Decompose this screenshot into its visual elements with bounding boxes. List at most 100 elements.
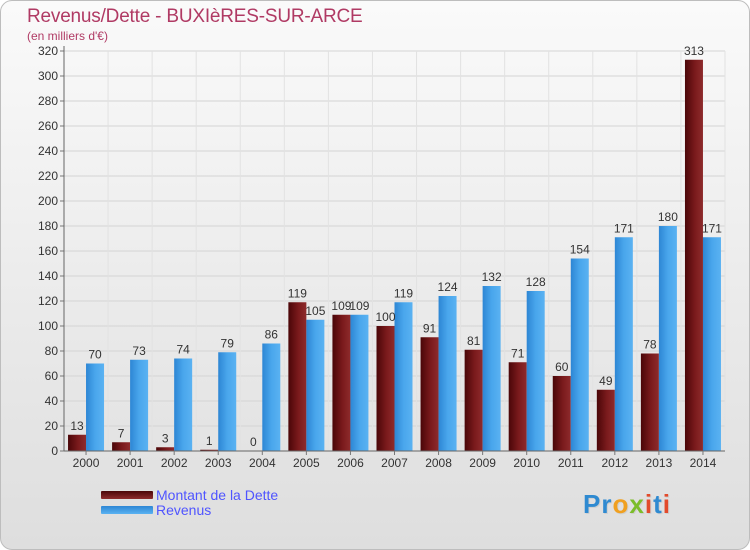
- y-tick-label: 140: [38, 269, 58, 283]
- x-tick-label: 2000: [73, 456, 100, 470]
- bar-dette: [420, 337, 439, 451]
- bar-dette: [112, 442, 131, 451]
- legend-label-revenus: Revenus: [156, 502, 212, 518]
- x-tick-label: 2005: [293, 456, 320, 470]
- y-tick-label: 200: [38, 194, 58, 208]
- data-label-revenus: 70: [88, 348, 102, 362]
- legend-swatch-dette: [101, 491, 153, 499]
- data-label-dette: 313: [684, 44, 704, 58]
- data-label-dette: 119: [288, 286, 307, 300]
- x-tick-label: 2009: [469, 456, 496, 470]
- y-tick-label: 260: [38, 119, 58, 133]
- x-tick-label: 2007: [381, 456, 408, 470]
- data-label-revenus: 180: [658, 210, 678, 224]
- bar-revenus: [350, 314, 369, 451]
- bar-dette: [376, 326, 395, 451]
- bar-revenus: [570, 258, 589, 451]
- logo-letter: i: [662, 489, 671, 519]
- data-label-dette: 91: [423, 321, 437, 335]
- bar-dette: [332, 314, 351, 451]
- y-tick-label: 280: [38, 94, 58, 108]
- bar-dette: [552, 376, 571, 451]
- x-tick-label: 2001: [117, 456, 144, 470]
- y-tick-label: 60: [45, 369, 59, 383]
- data-label-dette: 7: [118, 426, 125, 440]
- bar-dette: [464, 349, 483, 451]
- y-tick-label: 120: [38, 294, 58, 308]
- data-label-dette: 13: [70, 419, 84, 433]
- data-label-revenus: 74: [176, 343, 190, 357]
- bar-revenus: [526, 291, 545, 451]
- x-tick-label: 2003: [205, 456, 232, 470]
- x-tick-label: 2011: [558, 456, 584, 470]
- data-label-revenus: 171: [702, 221, 722, 235]
- data-label-revenus: 86: [265, 328, 279, 342]
- x-tick-label: 2004: [249, 456, 276, 470]
- logo-letter: t: [653, 489, 663, 519]
- bar-revenus: [482, 286, 501, 451]
- y-tick-label: 300: [38, 69, 58, 83]
- data-label-dette: 1: [206, 434, 213, 448]
- y-tick-label: 220: [38, 169, 58, 183]
- logo-letter: r: [601, 489, 613, 519]
- data-label-dette: 100: [375, 310, 395, 324]
- bar-dette: [596, 389, 615, 451]
- bar-revenus: [614, 237, 633, 451]
- x-tick-label: 2012: [601, 456, 628, 470]
- data-label-dette: 3: [162, 431, 169, 445]
- y-tick-label: 240: [38, 144, 58, 158]
- proxiti-logo: Proxiti: [583, 489, 671, 520]
- y-tick-label: 20: [45, 419, 59, 433]
- data-label-revenus: 109: [349, 299, 369, 313]
- x-tick-label: 2013: [646, 456, 673, 470]
- bar-revenus: [306, 319, 325, 451]
- data-label-revenus: 132: [482, 270, 502, 284]
- data-label-dette: 109: [331, 299, 351, 313]
- data-label-dette: 49: [599, 374, 613, 388]
- bar-dette: [200, 449, 219, 451]
- data-label-revenus: 124: [438, 280, 458, 294]
- y-tick-label: 80: [45, 344, 59, 358]
- x-tick-label: 2002: [161, 456, 188, 470]
- bar-dette: [508, 362, 527, 451]
- data-label-dette: 81: [467, 334, 481, 348]
- logo-letter: o: [612, 489, 630, 519]
- y-tick-label: 100: [38, 319, 58, 333]
- bar-dette: [68, 434, 87, 451]
- x-tick-label: 2014: [690, 456, 717, 470]
- bar-dette: [288, 302, 307, 451]
- chart-title: Revenus/Dette - BUXIèRES-SUR-ARCE: [27, 6, 363, 27]
- data-label-revenus: 105: [305, 304, 325, 318]
- data-label-dette: 78: [643, 338, 657, 352]
- bar-revenus: [438, 296, 457, 451]
- bar-revenus: [218, 352, 237, 451]
- legend-swatch-revenus: [101, 506, 153, 514]
- data-label-revenus: 119: [394, 286, 413, 300]
- data-label-revenus: 128: [526, 275, 546, 289]
- bar-revenus: [658, 226, 677, 451]
- data-label-dette: 60: [555, 360, 569, 374]
- bar-dette: [684, 59, 703, 451]
- bar-revenus: [86, 363, 105, 451]
- y-tick-label: 180: [38, 219, 58, 233]
- x-tick-label: 2006: [337, 456, 364, 470]
- logo-letter: i: [644, 489, 654, 519]
- y-tick-label: 40: [45, 394, 59, 408]
- x-tick-label: 2008: [425, 456, 452, 470]
- y-tick-label: 160: [38, 244, 58, 258]
- bar-revenus: [262, 343, 281, 451]
- y-tick-label: 0: [51, 444, 58, 458]
- y-tick-label: 320: [38, 44, 58, 58]
- data-label-revenus: 154: [570, 243, 590, 257]
- bar-revenus: [174, 358, 193, 451]
- legend-label-dette: Montant de la Dette: [156, 487, 279, 503]
- x-tick-label: 2010: [513, 456, 540, 470]
- chart-subtitle: (en milliers d'€): [27, 29, 108, 43]
- bar-dette: [640, 353, 659, 451]
- data-label-revenus: 73: [132, 344, 146, 358]
- data-label-revenus: 79: [221, 336, 235, 350]
- bar-revenus: [130, 359, 149, 451]
- data-label-revenus: 171: [614, 221, 634, 235]
